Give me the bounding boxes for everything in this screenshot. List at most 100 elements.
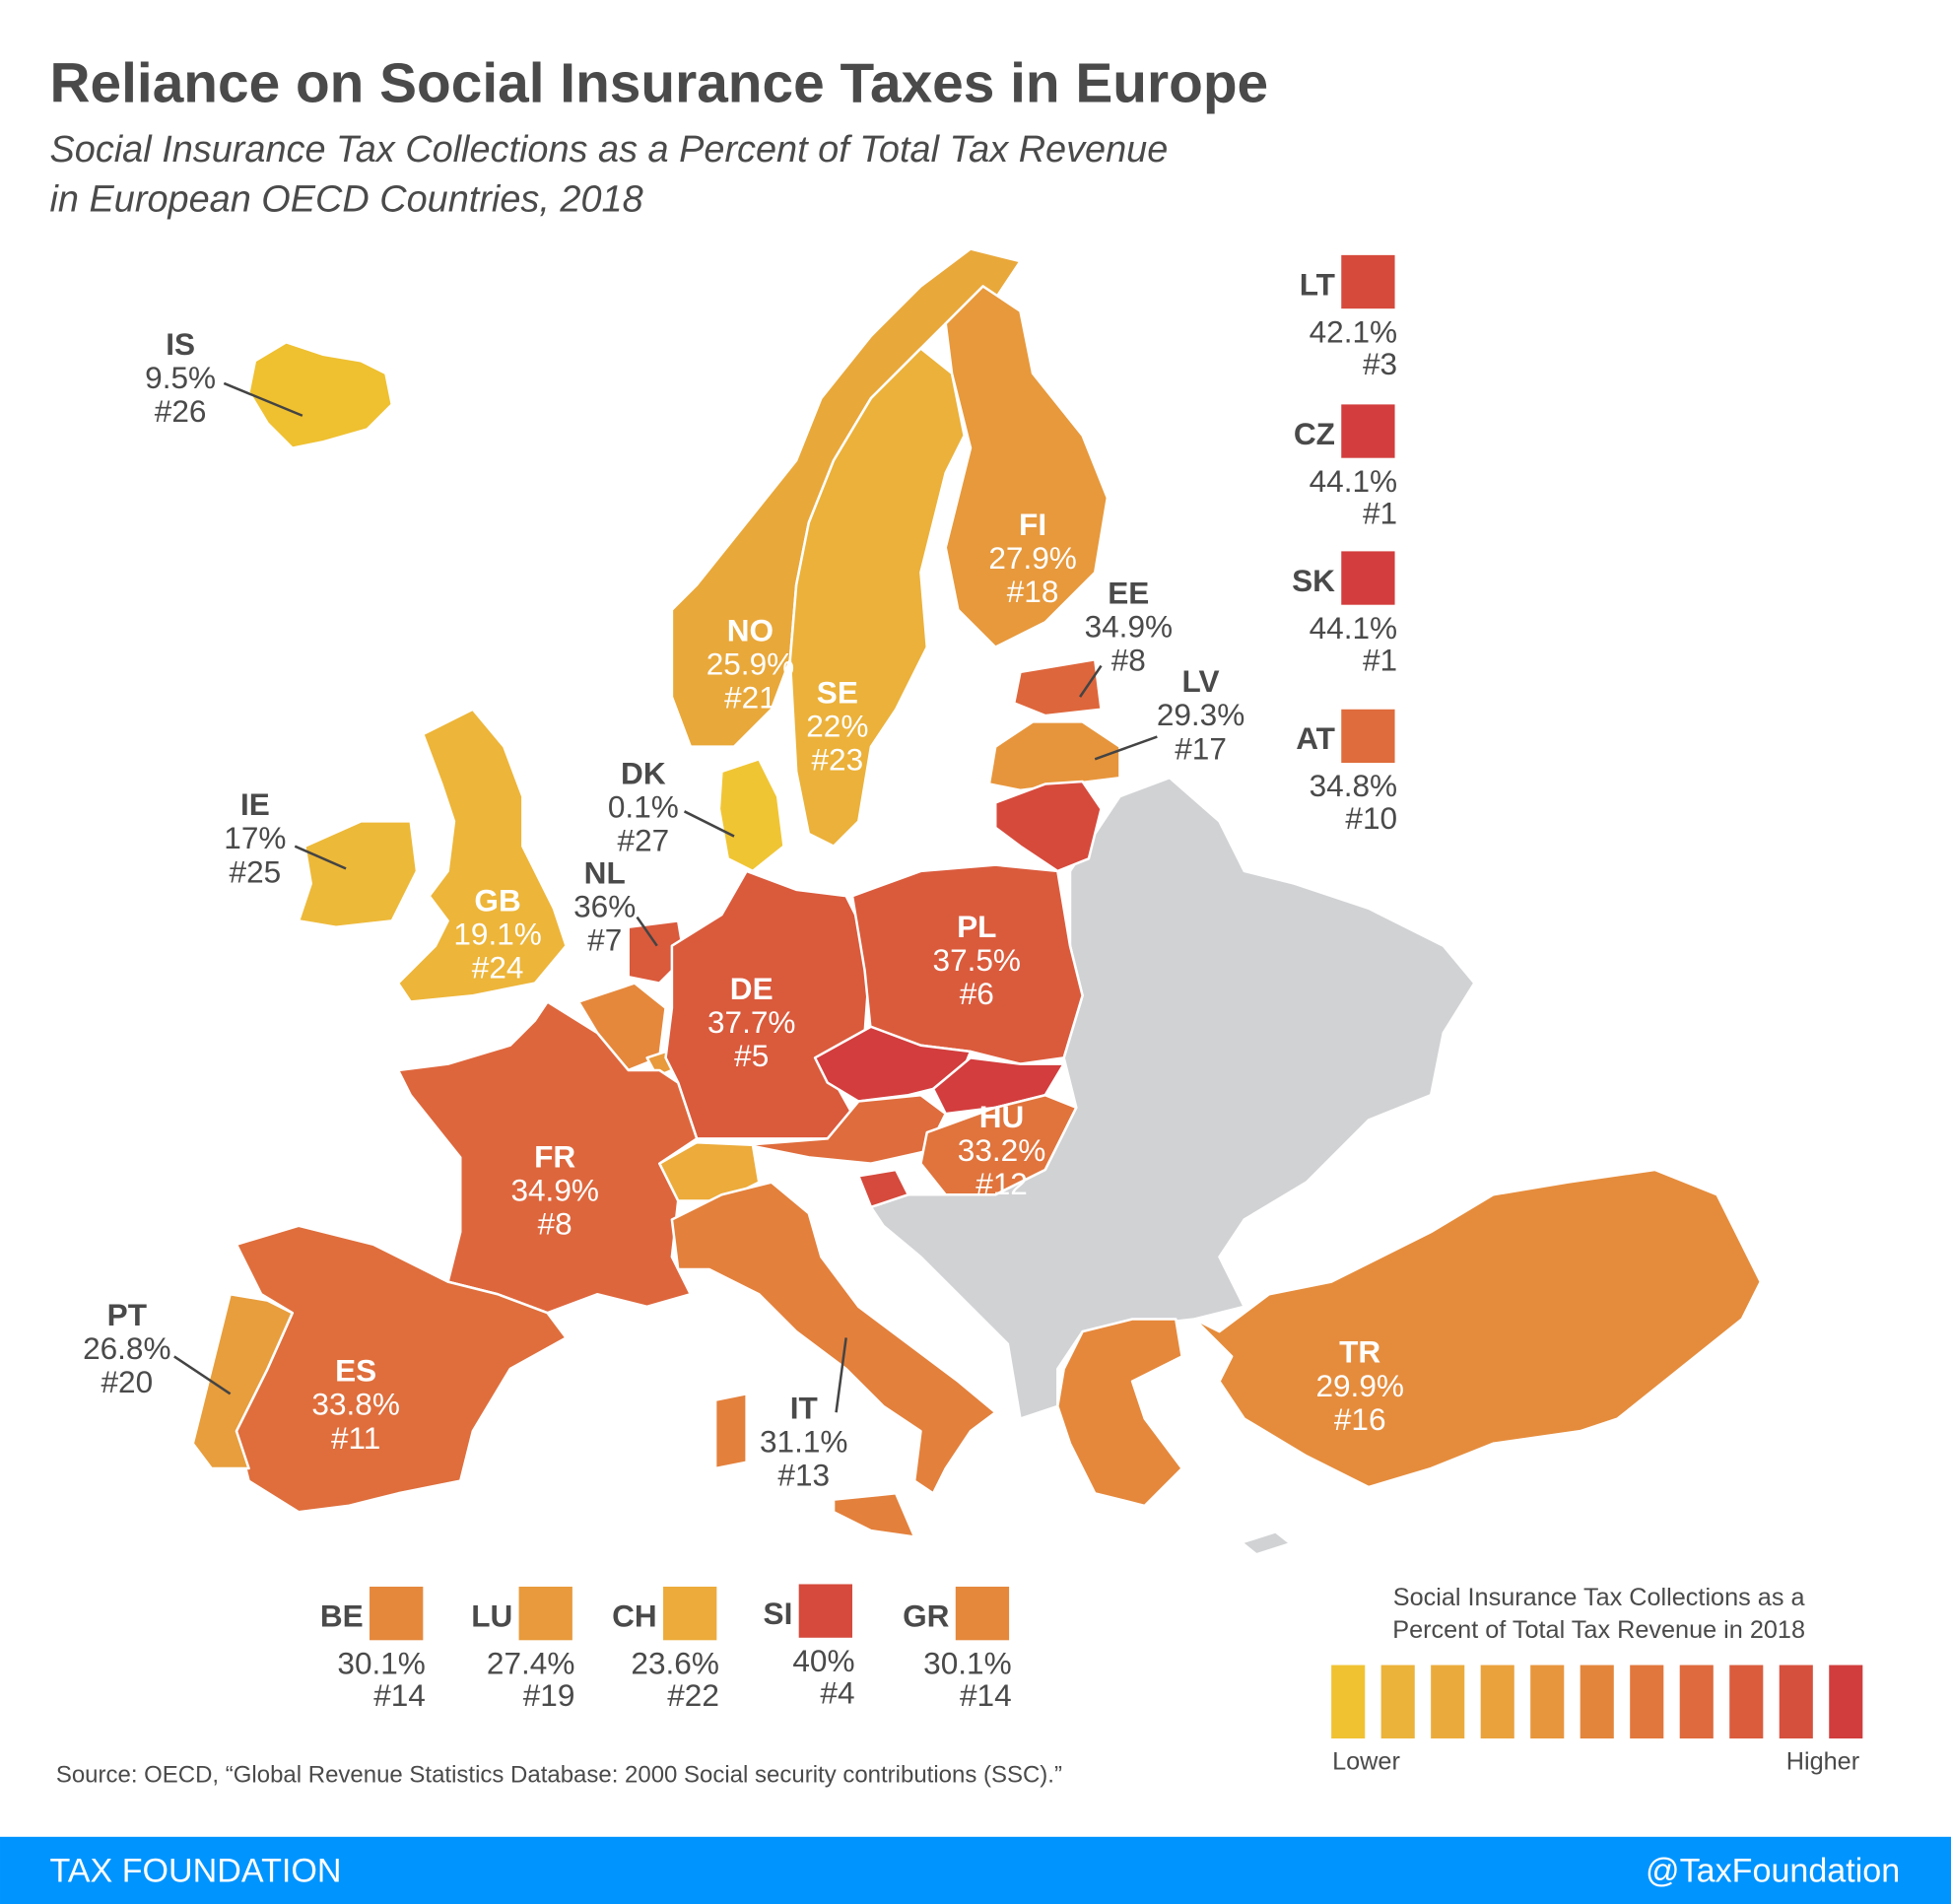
subtitle-line1: Social Insurance Tax Collections as a Pe…: [50, 129, 1169, 170]
scale-bar-7: [1630, 1665, 1664, 1739]
country-si[interactable]: [857, 1168, 910, 1209]
label-code-lv: LV: [1182, 663, 1220, 699]
footer-bar: [0, 1836, 1951, 1904]
footer-brand[interactable]: TAX FOUNDATION: [50, 1852, 342, 1889]
label-code-dk: DK: [621, 756, 666, 791]
country-fi[interactable]: [944, 285, 1110, 648]
inset-code-cz: CZ: [1294, 416, 1335, 451]
country-hu[interactable]: [919, 1093, 1078, 1196]
leader-line-ee: [1079, 664, 1103, 698]
country-gr[interactable]: [1056, 1318, 1183, 1508]
label-rank-fr: #8: [538, 1206, 572, 1242]
color-scale-legend: [1331, 1665, 1863, 1739]
label-code-gb: GB: [474, 882, 520, 918]
inset-rank-lt: #3: [1363, 346, 1397, 381]
inset-code-at: AT: [1296, 720, 1335, 756]
label-code-tr: TR: [1339, 1334, 1380, 1370]
scale-bar-6: [1580, 1665, 1614, 1739]
scale-bar-9: [1729, 1665, 1764, 1739]
label-code-pt: PT: [107, 1297, 147, 1332]
subtitle-line2: in European OECD Countries, 2018: [50, 179, 643, 221]
country-at[interactable]: [745, 1093, 947, 1165]
inset-rank-lu: #19: [523, 1677, 575, 1713]
label-rank-hu: #12: [976, 1166, 1028, 1201]
label-code-de: DE: [730, 971, 774, 1006]
leader-line-dk: [683, 810, 735, 838]
label-value-ie: 17%: [224, 820, 286, 855]
inset-swatch-si: [798, 1584, 852, 1638]
scale-bar-10: [1779, 1665, 1813, 1739]
leader-line-is: [223, 381, 303, 417]
country-it[interactable]: [713, 1393, 748, 1470]
footer-handle[interactable]: @TaxFoundation: [1646, 1852, 1900, 1889]
label-rank-pl: #6: [960, 976, 994, 1011]
inset-swatch-be: [370, 1587, 424, 1641]
inset-rank-cz: #1: [1363, 496, 1397, 531]
inset-swatch-cz: [1341, 404, 1395, 458]
country-it[interactable]: [832, 1492, 916, 1538]
inset-rank-at: #10: [1345, 800, 1397, 836]
inset-rank-gr: #14: [960, 1677, 1012, 1713]
label-value-gb: 19.1%: [453, 916, 541, 951]
label-rank-se: #23: [812, 742, 864, 778]
label-rank-gb: #24: [472, 950, 524, 986]
label-code-fr: FR: [534, 1138, 575, 1174]
scale-bar-8: [1679, 1665, 1714, 1739]
country-dk[interactable]: [717, 758, 785, 873]
label-value-it: 31.1%: [760, 1424, 847, 1460]
label-rank-de: #5: [734, 1038, 769, 1073]
label-rank-fi: #18: [1007, 574, 1059, 609]
page-title: Reliance on Social Insurance Taxes in Eu…: [50, 53, 1269, 115]
label-value-de: 37.7%: [707, 1004, 795, 1040]
country-gb[interactable]: [396, 708, 568, 1003]
inset-value-si: 40%: [792, 1643, 854, 1678]
label-code-se: SE: [817, 674, 858, 710]
inset-value-at: 34.8%: [1310, 768, 1397, 803]
country-tr[interactable]: [1192, 1168, 1763, 1489]
scale-bar-1: [1331, 1665, 1366, 1739]
country-lt[interactable]: [993, 780, 1103, 873]
leader-line-nl: [636, 916, 658, 947]
label-rank-it: #13: [777, 1458, 830, 1493]
scale-bar-11: [1829, 1665, 1863, 1739]
inset-code-be: BE: [320, 1598, 364, 1633]
inset-code-sk: SK: [1292, 563, 1335, 598]
label-value-ee: 34.9%: [1085, 609, 1173, 645]
label-rank-ee: #8: [1111, 643, 1146, 678]
inset-swatch-lu: [518, 1587, 572, 1641]
country-ee[interactable]: [1012, 657, 1103, 717]
country-fr[interactable]: [396, 1000, 699, 1315]
inset-value-gr: 30.1%: [923, 1645, 1011, 1680]
inset-code-ch: CH: [612, 1598, 657, 1633]
label-code-ie: IE: [240, 786, 270, 822]
label-rank-nl: #7: [587, 922, 622, 958]
inset-value-lu: 27.4%: [487, 1645, 574, 1680]
legend-title-line2: Percent of Total Tax Revenue in 2018: [1392, 1616, 1805, 1644]
label-rank-pt: #20: [101, 1364, 153, 1399]
label-code-is: IS: [166, 326, 195, 362]
leader-line-lv: [1094, 735, 1158, 761]
label-value-dk: 0.1%: [608, 789, 679, 825]
inset-value-sk: 44.1%: [1310, 610, 1397, 646]
label-code-it: IT: [790, 1391, 818, 1426]
country-is[interactable]: [247, 340, 394, 449]
legend-high-label: Higher: [1786, 1748, 1859, 1776]
inset-value-lt: 42.1%: [1310, 313, 1397, 349]
label-code-nl: NL: [584, 855, 626, 891]
country-ie[interactable]: [297, 820, 419, 929]
country-no[interactable]: [670, 247, 1022, 748]
country-it[interactable]: [670, 1181, 997, 1495]
country-sk[interactable]: [931, 1056, 1065, 1116]
country-se[interactable]: [788, 347, 966, 848]
country-lv[interactable]: [987, 720, 1121, 792]
inset-code-lt: LT: [1300, 266, 1335, 302]
inset-rank-be: #14: [373, 1677, 426, 1713]
label-value-nl: 36%: [573, 889, 636, 924]
label-value-pt: 26.8%: [83, 1330, 170, 1366]
inset-swatch-sk: [1341, 551, 1395, 605]
inset-code-si: SI: [764, 1596, 793, 1631]
country-pt[interactable]: [191, 1292, 295, 1470]
scale-bar-3: [1431, 1665, 1465, 1739]
scale-bar-5: [1530, 1665, 1565, 1739]
source-note: Source: OECD, “Global Revenue Statistics…: [56, 1761, 1062, 1788]
